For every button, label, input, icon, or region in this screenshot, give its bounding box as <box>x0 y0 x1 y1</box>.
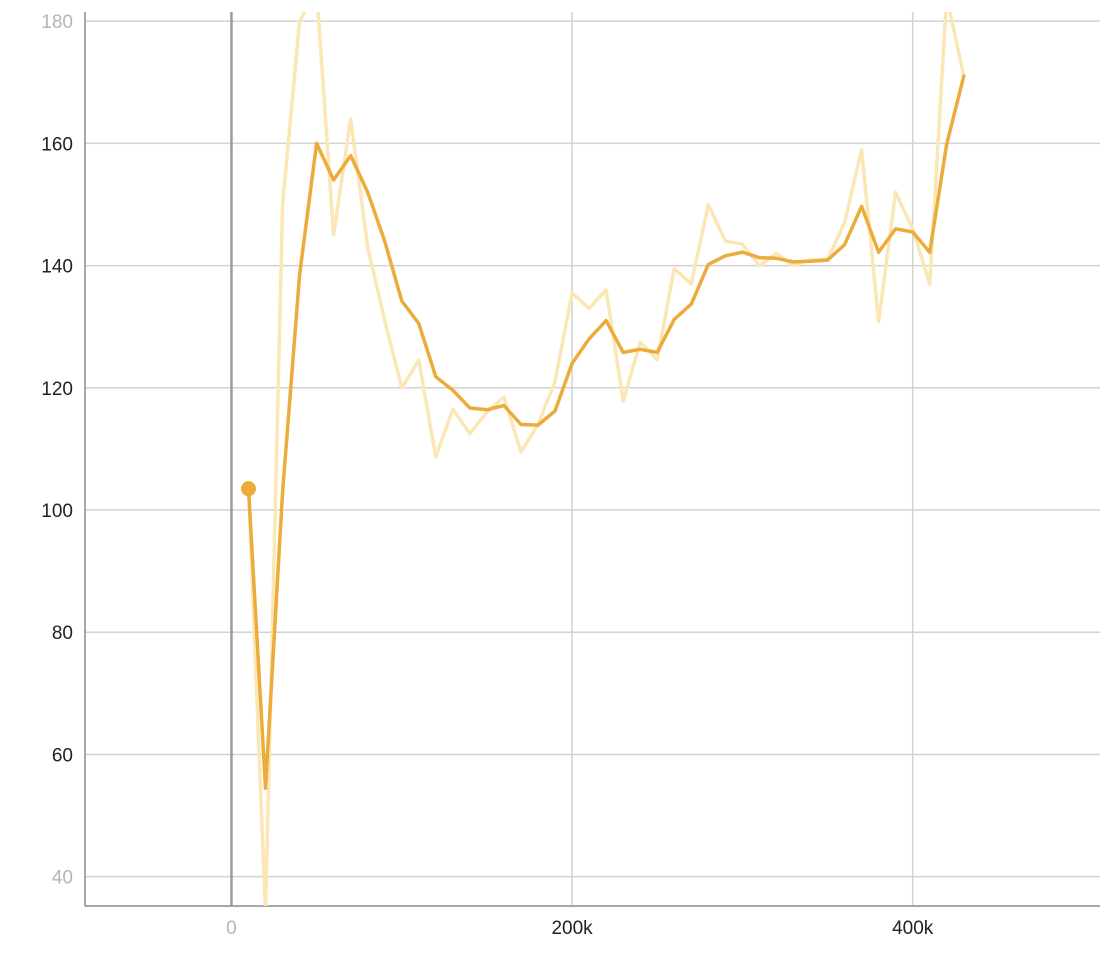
y-tick-label: 100 <box>41 501 73 522</box>
y-tick-label: 80 <box>52 623 73 644</box>
series-start-point[interactable] <box>240 481 256 497</box>
x-tick-label: 0 <box>226 918 237 939</box>
axes <box>84 12 1100 907</box>
series <box>240 12 966 906</box>
raw-series-line <box>246 12 966 906</box>
y-tick-label: 160 <box>41 134 73 155</box>
y-tick-label: 120 <box>41 379 73 400</box>
x-tick-label: 400k <box>892 918 934 939</box>
tick-labels: 40 60 80 100 120 140 160 180 0 200k 400k <box>41 12 933 939</box>
y-tick-label: 40 <box>52 868 73 889</box>
smoothed-series-line <box>246 74 966 790</box>
y-tick-label: 60 <box>52 745 73 766</box>
y-tick-label: 180 <box>41 12 73 33</box>
y-tick-label: 140 <box>41 257 73 278</box>
x-tick-label: 200k <box>551 918 593 939</box>
